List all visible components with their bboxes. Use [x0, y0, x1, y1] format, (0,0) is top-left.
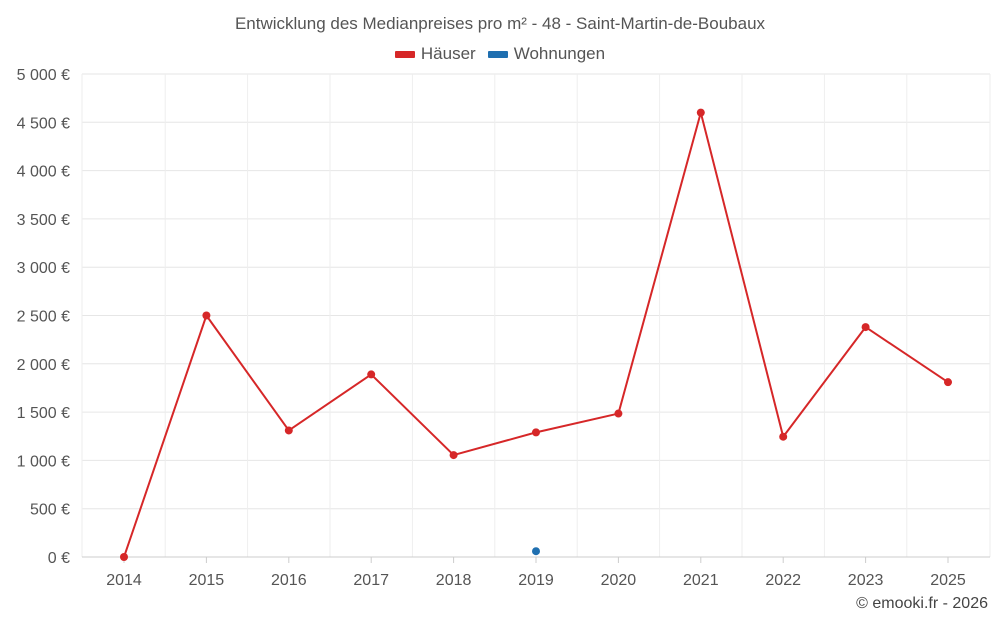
data-point-haeuser[interactable] [449, 451, 458, 460]
x-tick-label: 2020 [601, 572, 637, 589]
x-tick-label: 2014 [106, 572, 142, 589]
x-tick-label: 2022 [765, 572, 801, 589]
x-tick-label: 2018 [436, 572, 472, 589]
data-point-haeuser[interactable] [202, 311, 211, 320]
x-tick-label: 2016 [271, 572, 307, 589]
data-point-haeuser[interactable] [779, 432, 788, 441]
chart-title: Entwicklung des Medianpreises pro m² - 4… [234, 14, 766, 33]
data-point-haeuser[interactable] [120, 553, 128, 561]
data-point-haeuser[interactable] [696, 108, 705, 117]
data-point-haeuser[interactable] [284, 426, 293, 435]
credit-text: © emooki.fr - 2026 [856, 595, 988, 612]
x-tick-label: 2021 [683, 572, 719, 589]
data-point-haeuser[interactable] [367, 370, 376, 379]
data-point-haeuser[interactable] [614, 409, 623, 418]
legend-item-haeuser[interactable]: Häuser [394, 44, 476, 64]
y-tick-label: 1 500 € [17, 405, 70, 422]
y-tick-label: 4 000 € [17, 164, 70, 181]
y-tick-label: 1 000 € [17, 453, 70, 470]
x-tick-label: 2023 [848, 572, 884, 589]
data-point-haeuser[interactable] [532, 428, 540, 437]
legend-label-haeuser: Häuser [420, 44, 476, 63]
y-tick-label: 2 000 € [17, 357, 70, 374]
y-tick-label: 4 500 € [17, 115, 70, 132]
y-tick-label: 0 € [48, 550, 70, 567]
data-point-wohnungen[interactable] [532, 547, 540, 556]
data-point-haeuser[interactable] [861, 323, 870, 332]
x-tick-label: 2017 [353, 572, 389, 589]
data-point-haeuser[interactable] [944, 378, 952, 387]
y-tick-label: 3 500 € [17, 212, 70, 229]
legend-swatch-haeuser [394, 50, 415, 58]
x-tick-label: 2015 [189, 572, 225, 589]
legend-item-wohnungen[interactable]: Wohnungen [487, 44, 606, 64]
legend-swatch-wohnungen [487, 50, 508, 58]
chart-legend: Häuser Wohnungen [0, 44, 1000, 64]
x-tick-label: 2019 [518, 572, 554, 589]
y-tick-label: 500 € [30, 502, 70, 519]
x-tick-label: 2025 [930, 572, 966, 589]
y-tick-label: 5 000 € [17, 67, 70, 84]
y-tick-label: 2 500 € [17, 309, 70, 326]
legend-label-wohnungen: Wohnungen [513, 44, 606, 63]
y-tick-label: 3 000 € [17, 260, 70, 277]
